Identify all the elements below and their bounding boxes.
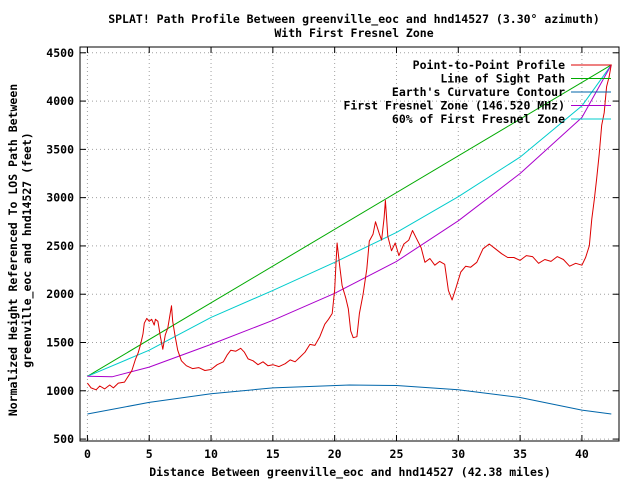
legend-label-earth-s-curvature-contour: Earth's Curvature Contour [392,85,565,99]
x-tick-label: 15 [266,447,280,461]
ticks: 0 5 10 15 20 25 30 35 40 500 1000 1500 2000 2500 3000 3… [46,46,619,461]
series-line-line-of-sight-path [87,64,612,377]
x-tick-label: 5 [146,447,153,461]
series-line-60-of-first-fresnel-zone [87,64,612,377]
grid [80,47,619,441]
y-tick-label: 4500 [46,46,74,60]
y-tick-label: 3500 [46,142,74,156]
x-tick-label: 35 [513,447,527,461]
y-axis-label-line2: greenville_eoc and hnd14527 (feet) [20,132,35,367]
series-line-point-to-point-profile [87,64,612,391]
y-tick-label: 1000 [46,384,74,398]
x-tick-label: 20 [328,447,342,461]
series-line-earth-s-curvature-contour [87,384,612,415]
legend-label-60-of-first-fresnel-zone: 60% of First Fresnel Zone [392,112,565,126]
y-axis-label-line1: Normalized Height Referenced To LOS Path… [6,84,20,416]
plot-frame [79,46,620,442]
x-tick-label: 10 [204,447,218,461]
x-tick-label: 40 [575,447,589,461]
y-tick-label: 500 [53,432,74,446]
chart-subtitle: With First Fresnel Zone [274,26,433,40]
x-tick-label: 30 [451,447,465,461]
y-tick-label: 2000 [46,287,74,301]
y-tick-label: 1500 [46,336,74,350]
y-tick-label: 3000 [46,191,74,205]
legend-label-point-to-point-profile: Point-to-Point Profile [413,58,565,72]
x-axis-label: Distance Between greenville_eoc and hnd1… [149,465,551,480]
legend-label-line-of-sight-path: Line of Sight Path [440,72,565,86]
y-tick-label: 2500 [46,239,74,253]
y-tick-label: 4000 [46,94,74,108]
x-tick-label: 25 [390,447,404,461]
x-tick-label: 0 [84,447,91,461]
legend-label-first-fresnel-zone-146-520-mhz: First Fresnel Zone (146.520 MHz) [343,99,565,113]
series-layer [87,64,612,415]
chart-title: SPLAT! Path Profile Between greenville_e… [108,12,600,27]
